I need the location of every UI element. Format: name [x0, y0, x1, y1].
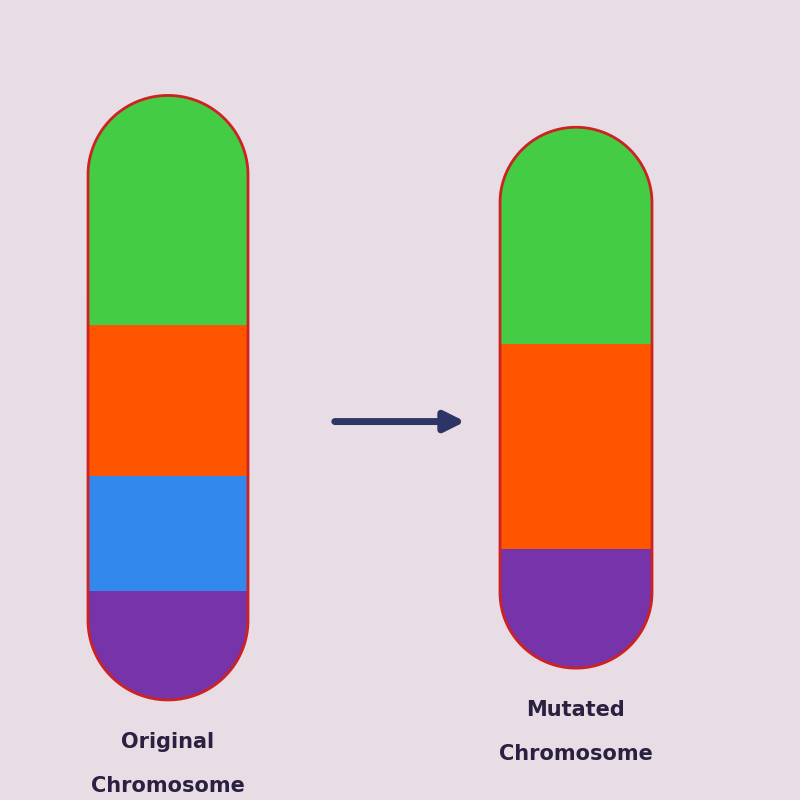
- Text: Mutated: Mutated: [526, 700, 626, 720]
- Bar: [80, 95, 256, 325]
- Bar: [80, 325, 256, 476]
- Text: Chromosome: Chromosome: [91, 775, 245, 795]
- Text: Chromosome: Chromosome: [499, 744, 653, 764]
- Bar: [492, 344, 660, 549]
- Bar: [80, 476, 256, 591]
- Text: Original: Original: [122, 732, 214, 752]
- Bar: [80, 591, 256, 700]
- Bar: [492, 127, 660, 344]
- Bar: [492, 549, 660, 668]
